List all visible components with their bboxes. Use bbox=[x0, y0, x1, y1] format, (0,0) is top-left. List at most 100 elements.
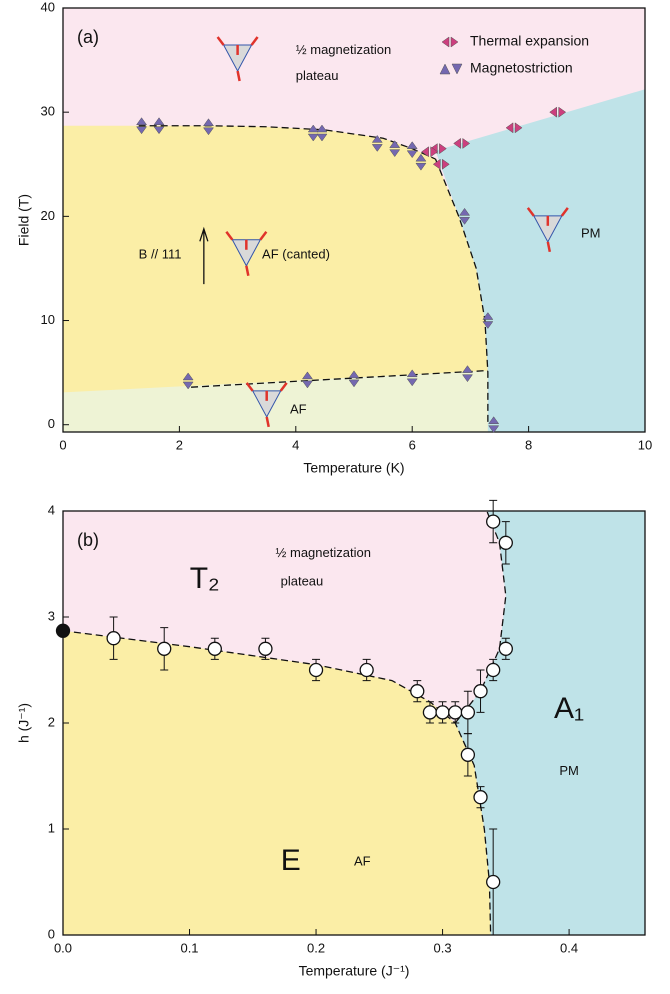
data-point bbox=[406, 141, 418, 159]
spin-arrow bbox=[245, 265, 250, 277]
data-point bbox=[462, 365, 473, 383]
spin-arrow bbox=[259, 231, 268, 241]
data-point bbox=[55, 623, 71, 638]
x-tick-label: 6 bbox=[409, 437, 416, 452]
data-point bbox=[482, 312, 494, 329]
y-tick-label: 10 bbox=[41, 312, 55, 327]
x-tick-label: 0.3 bbox=[434, 940, 452, 955]
spin-arrow bbox=[560, 207, 569, 217]
legend-swatch bbox=[439, 63, 463, 75]
data-point bbox=[371, 134, 383, 152]
phase-boundary bbox=[434, 158, 489, 425]
spin-icon bbox=[225, 231, 268, 277]
data-point bbox=[486, 662, 501, 678]
x-tick-label: 0 bbox=[59, 437, 66, 452]
data-point bbox=[459, 207, 471, 225]
data-point bbox=[203, 118, 214, 136]
data-point bbox=[307, 124, 319, 142]
annotation: AF bbox=[354, 853, 371, 868]
y-axis-label: h (J⁻¹) bbox=[16, 703, 32, 743]
phase-region bbox=[63, 630, 491, 935]
x-axis-label: Temperature (J⁻¹) bbox=[299, 963, 410, 979]
annotation: ½ magnetization bbox=[296, 42, 391, 57]
legend-swatch bbox=[441, 36, 459, 48]
x-tick-label: 0.2 bbox=[307, 940, 325, 955]
phase-region bbox=[63, 125, 488, 432]
spin-arrow bbox=[216, 36, 225, 46]
data-point bbox=[136, 117, 148, 135]
x-tick-label: 10 bbox=[638, 437, 652, 452]
annotation: plateau bbox=[296, 68, 339, 83]
data-point bbox=[359, 662, 374, 678]
data-point bbox=[435, 705, 450, 720]
spin-arrow bbox=[225, 231, 234, 241]
data-point bbox=[157, 641, 172, 656]
data-point bbox=[410, 684, 425, 699]
y-tick-label: 40 bbox=[41, 0, 55, 14]
spin-icon bbox=[245, 382, 288, 428]
data-point bbox=[258, 641, 273, 656]
panel-label: (a) bbox=[77, 27, 99, 47]
plot-frame bbox=[62, 7, 646, 433]
annotation: PM bbox=[559, 763, 579, 778]
data-point bbox=[406, 369, 418, 387]
x-tick-label: 0.4 bbox=[560, 940, 578, 955]
spin-arrow bbox=[526, 207, 535, 217]
spin-arrow bbox=[250, 36, 259, 46]
legend-label: Thermal expansion bbox=[470, 33, 589, 49]
phase-region bbox=[435, 89, 645, 432]
phase-boundary bbox=[62, 630, 492, 936]
data-point bbox=[498, 641, 513, 656]
x-tick-label: 0.0 bbox=[54, 940, 72, 955]
annotation: AF (canted) bbox=[262, 246, 330, 261]
y-tick-label: 2 bbox=[48, 714, 55, 729]
legend-label: Magnetostriction bbox=[470, 60, 573, 76]
data-point bbox=[505, 122, 523, 134]
y-tick-label: 3 bbox=[48, 608, 55, 623]
data-point bbox=[415, 153, 427, 171]
data-point bbox=[473, 684, 488, 699]
data-point bbox=[389, 140, 401, 158]
y-axis-label: Field (T) bbox=[16, 194, 32, 246]
data-point bbox=[308, 662, 324, 678]
data-point bbox=[432, 158, 450, 170]
data-point bbox=[486, 514, 501, 529]
data-point bbox=[182, 372, 194, 390]
x-tick-label: 0.1 bbox=[180, 940, 198, 955]
annotation: E bbox=[281, 844, 301, 877]
annotation: ½ magnetization bbox=[276, 545, 371, 560]
data-point bbox=[421, 146, 439, 158]
x-tick-label: 2 bbox=[176, 437, 183, 452]
annotation: PM bbox=[581, 226, 601, 241]
data-point bbox=[316, 124, 328, 142]
data-point bbox=[348, 370, 360, 388]
phase-boundary bbox=[191, 369, 488, 388]
data-point bbox=[486, 874, 501, 890]
data-point bbox=[207, 641, 222, 656]
data-point bbox=[460, 705, 476, 720]
spin-arrow bbox=[236, 70, 241, 82]
data-point bbox=[498, 535, 513, 550]
annotation: B // 111 bbox=[139, 246, 182, 261]
x-axis-label: Temperature (K) bbox=[303, 460, 404, 476]
y-tick-label: 0 bbox=[48, 416, 55, 431]
annotation: AF bbox=[290, 402, 307, 417]
y-tick-label: 30 bbox=[41, 104, 55, 119]
spin-icon bbox=[216, 36, 259, 82]
spin-arrow bbox=[245, 382, 254, 392]
data-point bbox=[549, 106, 567, 118]
data-point bbox=[460, 747, 476, 762]
y-tick-label: 0 bbox=[48, 926, 55, 941]
data-point bbox=[473, 790, 488, 805]
spin-arrow bbox=[279, 382, 288, 392]
spin-icon bbox=[526, 207, 569, 253]
y-tick-label: 20 bbox=[41, 208, 55, 223]
panel-label: (b) bbox=[77, 530, 99, 550]
data-point bbox=[422, 705, 438, 720]
y-tick-label: 1 bbox=[48, 820, 55, 835]
annotation: A₁ bbox=[554, 692, 584, 725]
y-tick-label: 4 bbox=[48, 502, 55, 517]
spin-arrow bbox=[546, 241, 552, 253]
